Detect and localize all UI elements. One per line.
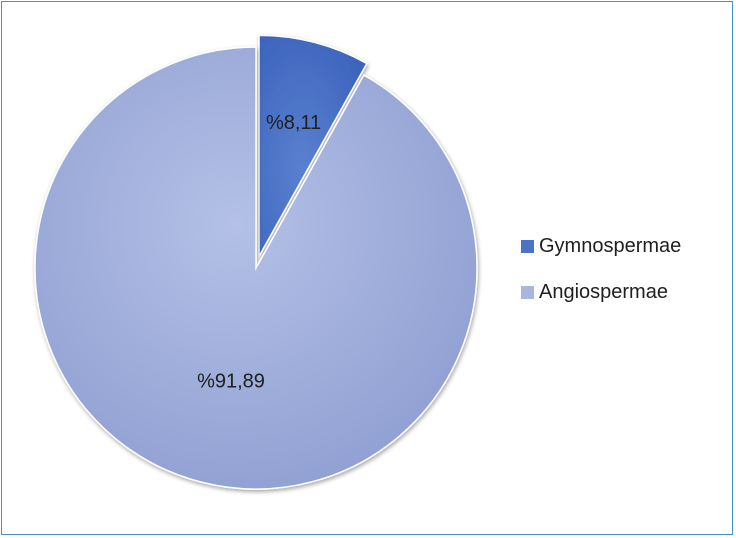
legend-item-gymnospermae: Gymnospermae — [521, 234, 681, 258]
data-label-gymnospermae: %8,11 — [266, 112, 321, 134]
legend: Gymnospermae Angiospermae — [521, 234, 681, 326]
data-label-angiospermae: %91,89 — [197, 370, 265, 392]
legend-label-gymnospermae: Gymnospermae — [539, 234, 682, 257]
legend-item-angiospermae: Angiospermae — [521, 280, 681, 304]
pie-slice-gymnospermae — [258, 34, 368, 260]
pie-slice-angiospermae — [34, 46, 478, 490]
legend-swatch-angiospermae — [521, 285, 534, 299]
legend-swatch-gymnospermae — [521, 239, 534, 253]
legend-label-angiospermae: Angiospermae — [539, 280, 668, 303]
